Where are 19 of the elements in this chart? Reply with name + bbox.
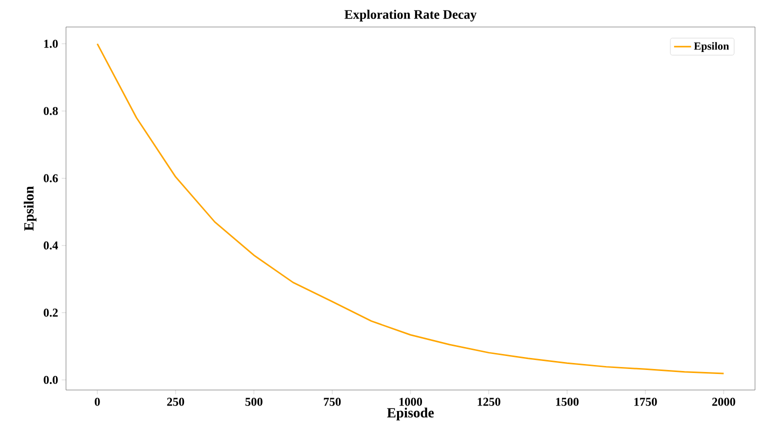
y-tick-label: 0.4 <box>44 241 58 250</box>
x-tick-label: 1000 <box>400 398 422 406</box>
x-tick-label: 1250 <box>478 398 500 406</box>
x-tick-label: 0 <box>94 398 100 406</box>
x-tick-label: 500 <box>245 398 262 406</box>
y-tick-label: 0.8 <box>44 106 58 116</box>
y-tick-label: 1.0 <box>44 40 58 48</box>
y-tick-label: 0.2 <box>44 308 58 317</box>
chart-title: Exploration Rate Decay <box>344 10 477 22</box>
y-tick-label: 0.0 <box>44 376 58 384</box>
x-tick-label: 250 <box>167 398 184 406</box>
x-axis-title: Episode <box>387 408 434 420</box>
legend-label: Epsilon <box>694 42 729 52</box>
x-tick-label: 2000 <box>712 398 736 406</box>
x-tick-label: 1500 <box>556 398 579 406</box>
x-tick-label: 1750 <box>634 398 657 406</box>
y-axis-title: Epsilon <box>24 186 36 231</box>
y-tick-label: 0.6 <box>44 174 58 182</box>
x-tick-label: 750 <box>324 398 341 406</box>
